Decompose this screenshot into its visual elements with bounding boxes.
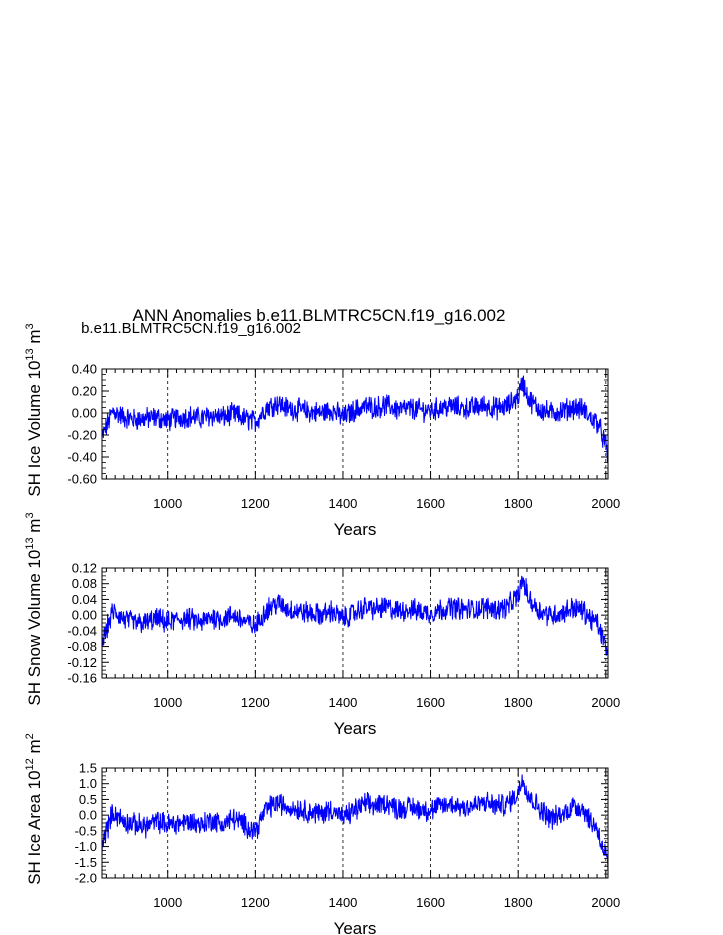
series-line xyxy=(101,375,609,463)
x-tick-label: 1400 xyxy=(328,895,357,910)
x-axis-label: Years xyxy=(334,719,377,738)
y-tick-label: 1.5 xyxy=(79,761,97,776)
y-tick-label: -0.60 xyxy=(67,472,97,487)
x-tick-label: 1000 xyxy=(153,695,182,710)
series-legend-label: b.e11.BLMTRC5CN.f19_g16.002 xyxy=(81,320,301,337)
y-tick-label: 0.5 xyxy=(79,792,97,807)
series-line xyxy=(101,575,609,656)
y-tick-label: 0.40 xyxy=(72,362,97,377)
x-tick-label: 1600 xyxy=(416,895,445,910)
x-tick-label: 2000 xyxy=(591,695,620,710)
x-tick-label: 1400 xyxy=(328,695,357,710)
series-line xyxy=(101,774,609,872)
y-tick-label: -0.12 xyxy=(67,655,97,670)
x-tick-label: 1600 xyxy=(416,496,445,511)
y-axis-label: SH Ice Volume 1013 m3 xyxy=(24,323,44,496)
x-tick-label: 1200 xyxy=(241,496,270,511)
figure-title: ANN Anomalies b.e11.BLMTRC5CN.f19_g16.00… xyxy=(133,306,506,325)
y-axis-label: SH Ice Area 1012 m2 xyxy=(24,733,44,885)
x-tick-label: 1800 xyxy=(504,496,533,511)
sh-ice-volume-panel: 1000 1200 1400 1600 1800 2000 -0.60 -0.40 -0.20 0… xyxy=(24,323,620,539)
x-tick-label: 1800 xyxy=(504,695,533,710)
x-tick-label: 1200 xyxy=(241,895,270,910)
y-tick-label: -0.04 xyxy=(67,623,97,638)
x-tick-label: 1200 xyxy=(241,695,270,710)
y-tick-label: 0.0 xyxy=(79,808,97,823)
y-tick-label: -1.5 xyxy=(75,855,97,870)
y-tick-label: -0.5 xyxy=(75,823,97,838)
y-tick-label: -1.0 xyxy=(75,839,97,854)
x-tick-label: 2000 xyxy=(591,496,620,511)
y-tick-label: -0.08 xyxy=(67,639,97,654)
y-tick-label: 0.12 xyxy=(72,561,97,576)
x-tick-label: 1000 xyxy=(153,895,182,910)
y-tick-label: 0.00 xyxy=(72,608,97,623)
x-tick-label: 1800 xyxy=(504,895,533,910)
x-axis-label: Years xyxy=(334,520,377,539)
plot-frame xyxy=(101,368,609,480)
plot-frame xyxy=(101,567,609,679)
y-axis-label: SH Snow Volume 1013 m3 xyxy=(24,512,44,705)
x-tick-label: 1400 xyxy=(328,496,357,511)
x-tick-label: 1000 xyxy=(153,496,182,511)
x-tick-label: 1600 xyxy=(416,695,445,710)
y-tick-label: 0.20 xyxy=(72,384,97,399)
y-tick-label: 0.00 xyxy=(72,406,97,421)
panels: 1000 1200 1400 1600 1800 2000 -0.60 -0.40 -0.20 0… xyxy=(24,323,620,935)
y-tick-label: 0.08 xyxy=(72,576,97,591)
y-tick-label: -0.16 xyxy=(67,671,97,686)
y-tick-label: 1.0 xyxy=(79,776,97,791)
sh-snow-volume-panel: 1000 1200 1400 1600 1800 2000 -0.16-0.12-0.08-… xyxy=(24,512,620,738)
x-axis-label: Years xyxy=(334,919,377,935)
y-tick-label: -0.40 xyxy=(67,450,97,465)
x-tick-label: 2000 xyxy=(591,895,620,910)
y-tick-label: -0.20 xyxy=(67,428,97,443)
y-tick-label: -2.0 xyxy=(75,871,97,886)
y-tick-label: 0.04 xyxy=(72,592,97,607)
sh-ice-area-panel: 1000 1200 1400 1600 1800 2000 -2.0-1.5-1.0-0.5… xyxy=(24,733,620,935)
